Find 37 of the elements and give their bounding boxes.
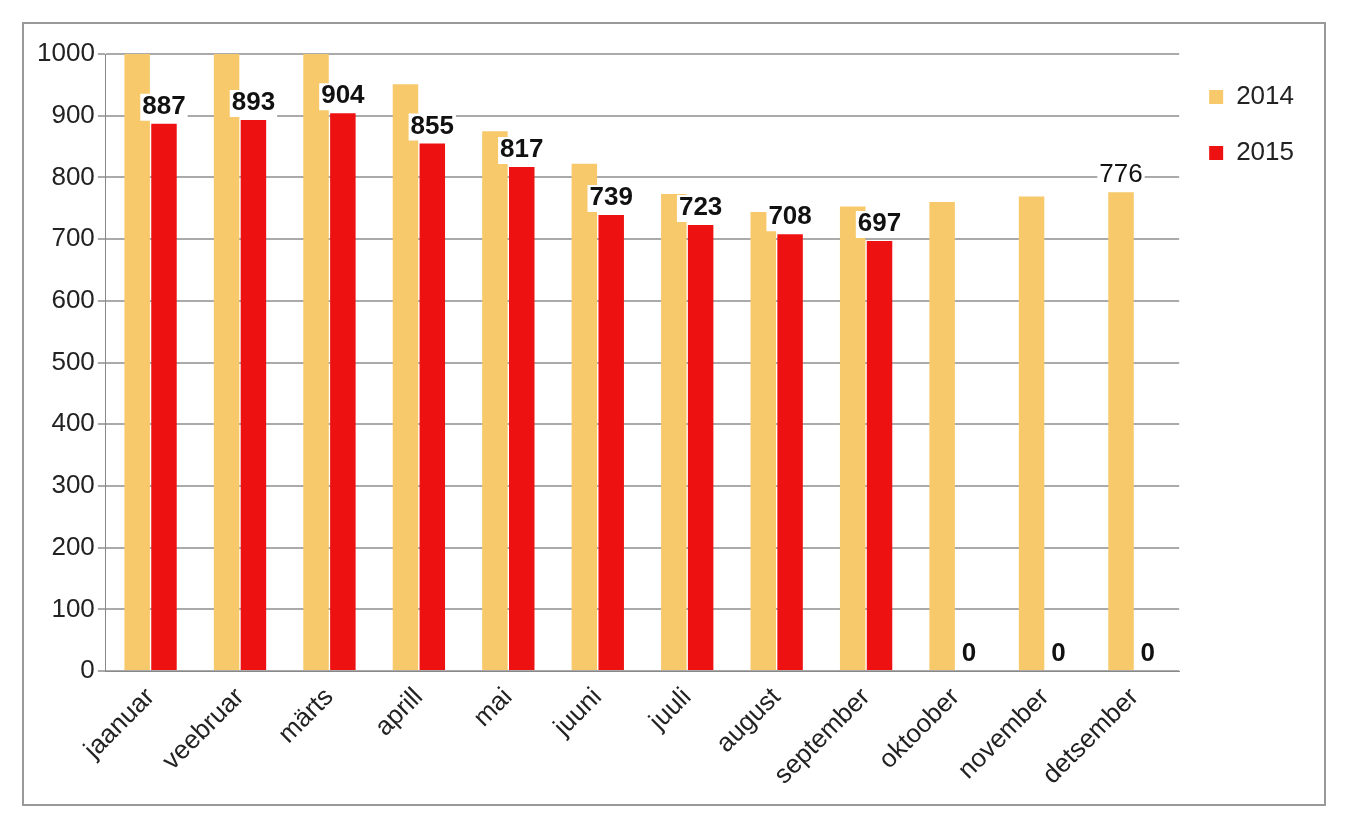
y-tick-label: 500: [51, 345, 95, 376]
bar: [687, 224, 714, 671]
y-tick-label: 400: [51, 407, 95, 438]
data-label: 776: [1099, 158, 1143, 189]
data-label: 817: [500, 133, 544, 164]
bar: [509, 166, 535, 671]
data-label: 723: [678, 191, 723, 222]
y-tick-label: 200: [51, 530, 95, 561]
data-label: 887: [142, 89, 186, 120]
y-tick-label: 600: [51, 284, 95, 314]
y-tick-label: 300: [51, 469, 95, 500]
y-tick-label: 0: [80, 654, 95, 685]
y-tick-label: 900: [51, 98, 95, 129]
data-label: 904: [321, 79, 366, 110]
data-label: 0: [1051, 637, 1066, 668]
data-label: 739: [589, 181, 633, 212]
bar: [598, 215, 624, 671]
data-label: 855: [410, 109, 454, 140]
y-tick-label: 1000: [37, 37, 95, 68]
bar: [330, 113, 356, 671]
y-tick-label: 100: [51, 592, 95, 623]
bar: [929, 202, 955, 671]
legend-label: 2014: [1236, 80, 1294, 111]
bar: [777, 234, 803, 671]
data-label: 893: [231, 86, 276, 117]
data-label: 708: [768, 200, 812, 231]
x-tick-label: mai: [466, 681, 518, 733]
legend-label: 2015: [1236, 136, 1294, 167]
bar: [240, 120, 267, 671]
bar: [1018, 196, 1045, 671]
y-tick-label: 800: [51, 160, 95, 191]
data-label: 0: [1140, 637, 1156, 668]
data-label: 697: [857, 207, 902, 238]
y-tick-label: 700: [51, 222, 95, 253]
bar: [866, 240, 893, 671]
data-label: 0: [961, 637, 977, 668]
bar: [1108, 192, 1134, 671]
